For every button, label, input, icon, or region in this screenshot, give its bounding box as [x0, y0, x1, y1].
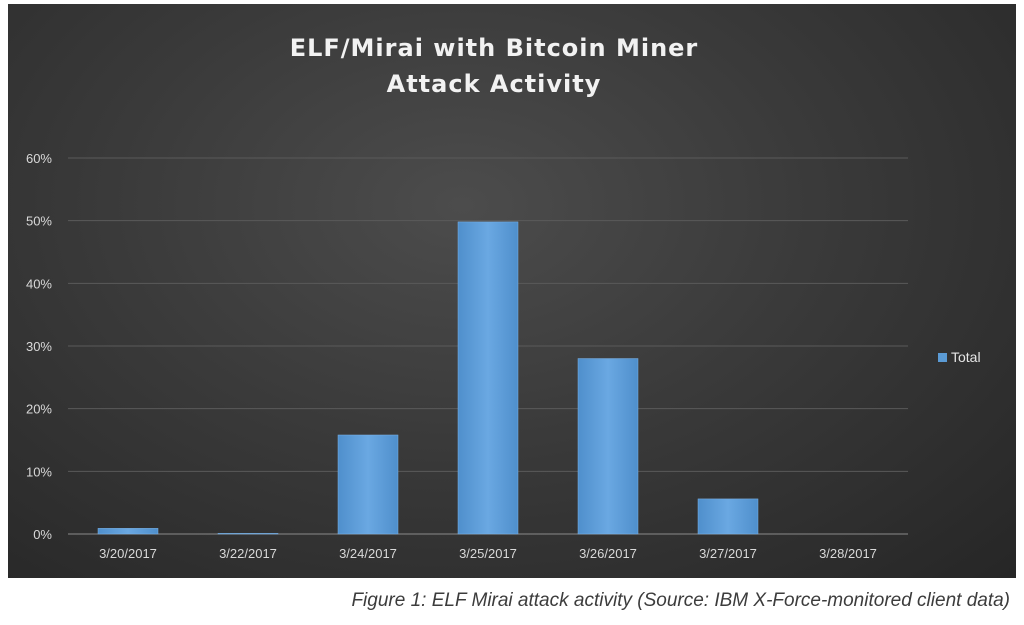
x-tick-label: 3/22/2017 — [219, 546, 277, 561]
legend: Total — [938, 349, 981, 365]
bar-chart: ELF/Mirai with Bitcoin Miner Attack Activ… — [26, 34, 981, 561]
y-tick-label: 0% — [33, 527, 52, 542]
y-tick-label: 30% — [26, 339, 52, 354]
y-axis-ticks: 0% 10% 20% 30% 40% 50% 60% — [26, 151, 52, 542]
bar-3/24/2017 — [337, 434, 399, 535]
bar-3/26/2017 — [577, 358, 639, 535]
figure-caption: Figure 1: ELF Mirai attack activity (Sou… — [351, 590, 1010, 611]
chart-title: ELF/Mirai with Bitcoin Miner Attack Activ… — [290, 34, 699, 98]
chart-title-line: Attack Activity — [387, 70, 602, 98]
x-tick-label: 3/28/2017 — [819, 546, 877, 561]
x-tick-label: 3/24/2017 — [339, 546, 397, 561]
y-tick-label: 20% — [26, 402, 52, 417]
bar-3/20/2017 — [97, 528, 159, 535]
x-tick-label: 3/26/2017 — [579, 546, 637, 561]
x-tick-label: 3/25/2017 — [459, 546, 517, 561]
x-tick-label: 3/27/2017 — [699, 546, 757, 561]
bar-3/25/2017 — [457, 221, 519, 535]
legend-swatch — [938, 353, 947, 362]
x-axis-ticks: 3/20/2017 3/22/2017 3/24/2017 3/25/2017 3/26… — [99, 546, 877, 561]
bar-3/27/2017 — [697, 498, 759, 535]
y-tick-label: 40% — [26, 276, 52, 291]
y-tick-label: 60% — [26, 151, 52, 166]
y-tick-label: 10% — [26, 464, 52, 479]
y-tick-label: 50% — [26, 214, 52, 229]
bar-3/22/2017 — [217, 533, 279, 535]
x-tick-label: 3/20/2017 — [99, 546, 157, 561]
bars — [97, 221, 759, 535]
chart-panel: ELF/Mirai with Bitcoin Miner Attack Activ… — [8, 4, 1016, 578]
legend-label-total: Total — [951, 349, 981, 365]
chart-title-line: ELF/Mirai with Bitcoin Miner — [290, 34, 699, 62]
